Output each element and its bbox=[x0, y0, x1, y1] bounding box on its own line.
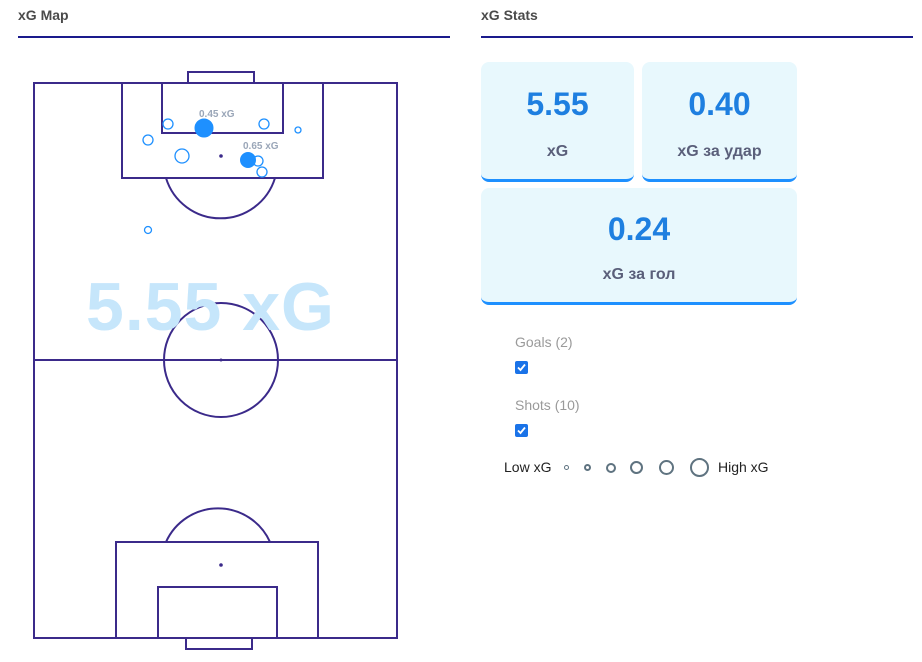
goals-filter-label: Goals (2) bbox=[515, 334, 573, 350]
bottom-goal bbox=[185, 637, 253, 650]
football-pitch bbox=[33, 71, 398, 650]
legend-low-label: Low xG bbox=[504, 459, 552, 475]
centre-circle bbox=[163, 302, 279, 418]
stat-xg-per-goal-label: xG за гол bbox=[602, 266, 676, 283]
stat-xg-per-shot-value: 0.40 bbox=[688, 86, 751, 122]
stat-card-xg: 5.55 xG bbox=[481, 62, 634, 182]
legend-dot-l bbox=[630, 461, 643, 474]
top-penalty-box bbox=[121, 82, 324, 179]
legend-dot-xxl bbox=[690, 458, 709, 477]
top-penalty-arc bbox=[165, 177, 276, 220]
xg-map: 5.55 xG 0.45 xG 0.65 xG bbox=[0, 40, 460, 662]
goal-xg-label: 0.45 xG bbox=[199, 109, 235, 120]
goal-marker[interactable] bbox=[194, 118, 214, 138]
shot-marker[interactable] bbox=[256, 166, 268, 178]
shot-marker[interactable] bbox=[162, 118, 174, 130]
legend-dot-s bbox=[584, 464, 591, 471]
top-six-yard-box bbox=[161, 82, 284, 134]
shots-filter-label: Shots (10) bbox=[515, 397, 580, 413]
stat-xg-label: xG bbox=[546, 143, 569, 160]
check-icon bbox=[517, 363, 526, 372]
stat-xg-value: 5.55 bbox=[526, 86, 589, 122]
xg-stats-title: xG Stats bbox=[481, 7, 538, 23]
shot-marker[interactable] bbox=[142, 134, 154, 146]
stat-card-xg-per-goal: 0.24 xG за гол bbox=[481, 188, 797, 305]
top-goal bbox=[187, 71, 255, 84]
legend-dot-m bbox=[606, 462, 616, 473]
goal-marker[interactable] bbox=[240, 152, 256, 168]
shot-marker[interactable] bbox=[143, 225, 153, 235]
bottom-penalty-arc bbox=[165, 507, 271, 543]
bottom-six-yard-box bbox=[157, 586, 278, 639]
centre-spot bbox=[219, 358, 223, 362]
xg-map-title: xG Map bbox=[18, 7, 69, 23]
legend-high-label: High xG bbox=[718, 459, 769, 475]
stat-xg-per-goal-value: 0.24 bbox=[607, 211, 671, 247]
legend-dot-xs bbox=[564, 465, 569, 470]
stat-card-xg-per-shot: 0.40 xG за удар bbox=[642, 62, 797, 182]
stat-xg-per-shot-label: xG за удар bbox=[677, 143, 762, 160]
legend-dot-xl bbox=[659, 460, 674, 475]
shot-marker[interactable] bbox=[258, 118, 270, 130]
shot-marker[interactable] bbox=[174, 148, 190, 164]
goal-xg-label: 0.65 xG bbox=[243, 141, 279, 152]
top-penalty-spot bbox=[219, 154, 223, 158]
shots-checkbox[interactable] bbox=[515, 424, 528, 437]
xg-map-divider bbox=[18, 36, 450, 38]
bottom-penalty-spot bbox=[219, 563, 223, 567]
check-icon bbox=[517, 426, 526, 435]
xg-stats-divider bbox=[481, 36, 913, 38]
total-xg-watermark: 5.55 xG bbox=[86, 269, 335, 345]
xg-size-legend: Low xG High xG bbox=[504, 458, 804, 478]
shot-marker[interactable] bbox=[294, 126, 302, 134]
bottom-penalty-box bbox=[115, 541, 319, 639]
goals-checkbox[interactable] bbox=[515, 361, 528, 374]
